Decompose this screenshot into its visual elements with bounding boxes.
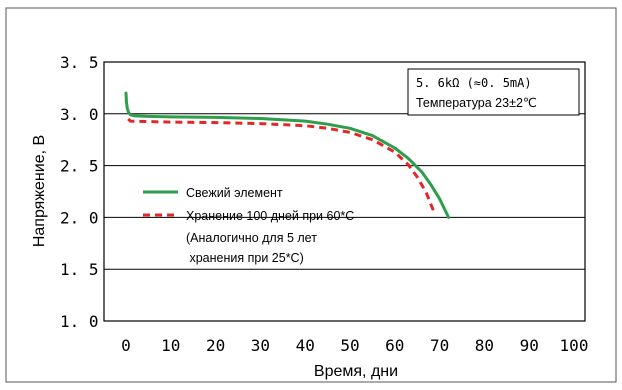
annotation-box: [407, 68, 580, 116]
x-tick-label: 70: [430, 336, 449, 355]
legend-note-line-1: (Аналогично для 5 лет: [186, 231, 317, 245]
x-tick-label: 20: [206, 336, 225, 355]
x-tick-label: 60: [385, 336, 404, 355]
y-tick-label: 1. 5: [60, 260, 99, 279]
legend-label-storage: Хранение 100 дней при 60*C: [186, 209, 354, 223]
x-tick-label: 100: [560, 336, 589, 355]
y-tick-label: 3. 0: [60, 105, 99, 124]
y-tick-label: 2. 5: [60, 157, 99, 176]
y-tick-label: 2. 0: [60, 208, 99, 227]
x-tick-label: 30: [251, 336, 270, 355]
x-tick-label: 40: [296, 336, 315, 355]
y-tick-label: 3. 5: [60, 53, 99, 72]
x-axis-label: Время, дни: [314, 363, 398, 380]
x-tick-label: 50: [340, 336, 359, 355]
x-tick-label: 10: [161, 336, 180, 355]
series-group: [124, 91, 451, 219]
x-tick-label: 90: [520, 336, 539, 355]
legend: Свежий элемент Хранение 100 дней при 60*…: [143, 186, 354, 265]
y-axis-label: Напряжение, В: [31, 135, 48, 247]
axis-ticks: 1. 0 1. 5 2. 0 2. 5 3. 0 3. 5 0 10 20 30 40 50 60 70 8…: [60, 53, 588, 355]
legend-label-fresh: Свежий элемент: [186, 186, 283, 200]
x-tick-label: 80: [475, 336, 494, 355]
legend-note-line-2: хранения при 25*C): [186, 251, 304, 265]
x-tick-label: 0: [121, 336, 131, 355]
annotation-resistance: 5. 6kΩ (≈0. 5mA): [416, 76, 532, 90]
y-tick-label: 1. 0: [60, 312, 99, 331]
series-line-storage: [127, 117, 437, 215]
series-line-fresh: [124, 91, 451, 219]
annotation-temperature: Температура 23±2℃: [416, 96, 537, 110]
